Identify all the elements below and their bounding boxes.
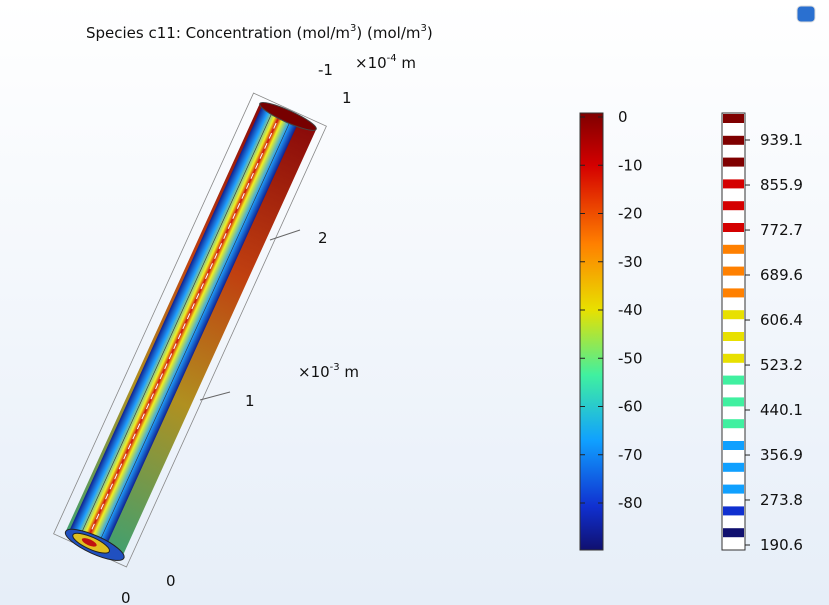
scale-text: m: [340, 363, 359, 381]
axis-scale: ×10-3 m: [298, 362, 359, 381]
colorbar-ticks: 0 -10 -20 -30 -40 -50 -60 -70 -80 939.1 855.9 772.7…: [580, 108, 803, 554]
tick-label: -30: [618, 253, 643, 271]
contour-stripe: [723, 310, 744, 320]
tick-label: 939.1: [760, 131, 803, 149]
contour-stripe: [723, 397, 744, 407]
contour-stripe: [723, 484, 744, 494]
tick-label: -50: [618, 349, 643, 367]
contour-stripe: [723, 441, 744, 450]
axis-tick-label: 2: [318, 229, 328, 247]
axis-tick: [199, 391, 231, 401]
scale-sup: -4: [387, 53, 397, 64]
title-text: Species c11: Concentration (mol/m: [86, 24, 350, 42]
tick-label: 689.6: [760, 266, 803, 284]
axis-tick-label: 0: [166, 572, 176, 590]
contour-stripe: [723, 353, 744, 363]
contour-stripe: [723, 244, 744, 254]
centerline: [86, 112, 282, 542]
contour-stripe: [723, 135, 744, 145]
axis-tick-label: 1: [245, 392, 255, 410]
scale-text: m: [397, 54, 416, 72]
tick-label: 356.9: [760, 446, 803, 464]
title-sup: 3: [421, 23, 427, 34]
tick-label: 606.4: [760, 311, 803, 329]
contour-stripe: [723, 223, 744, 232]
contour-stripe: [723, 332, 744, 341]
contour-stripe: [723, 201, 744, 211]
edge: [78, 109, 274, 538]
title-text: ) (mol/m: [356, 24, 420, 42]
contour-stripe: [723, 506, 744, 516]
contour-stripe: [723, 462, 744, 472]
contour-legend: [721, 112, 746, 551]
tick-label: 273.8: [760, 491, 803, 509]
axis-tick-label: 1: [342, 89, 352, 107]
contour-stripe: [723, 419, 744, 429]
title-sup: 3: [350, 23, 356, 34]
axis-tick-label: 0: [121, 589, 131, 605]
tick-label: 440.1: [760, 401, 803, 419]
edge: [97, 117, 292, 547]
tick-label: -20: [618, 205, 643, 223]
colorbar: [579, 112, 604, 551]
tick-label: 0: [618, 108, 628, 126]
end-cap: [81, 538, 97, 547]
icon[interactable]: [796, 5, 816, 23]
title: Species c11: Concentration (mol/m3) (mol…: [86, 23, 433, 42]
tick-label: -60: [618, 398, 643, 416]
contour-stripe: [723, 266, 744, 276]
title-text: ): [427, 24, 433, 42]
contour-stripe: [723, 114, 744, 123]
axis-scale: ×10-4 m: [355, 53, 416, 72]
tick-label: 523.2: [760, 356, 803, 374]
tick-label: -40: [618, 301, 643, 319]
scale-text: ×10: [355, 54, 387, 72]
tick-label: 855.9: [760, 176, 803, 194]
tick-label: -70: [618, 446, 643, 464]
contour-stripe: [723, 528, 744, 538]
contour-stripe: [723, 179, 744, 189]
scale-sup: -3: [330, 362, 340, 373]
cylinder: [53, 92, 327, 568]
tick-label: 772.7: [760, 221, 803, 239]
contour-stripes: [723, 114, 744, 538]
axis-tick: [269, 229, 301, 241]
contour-stripe: [723, 288, 744, 298]
axis-tick-label: -1: [318, 61, 333, 79]
tick-label: 190.6: [760, 536, 803, 554]
scale-text: ×10: [298, 363, 330, 381]
contour-stripe: [723, 375, 744, 385]
tick-label: -80: [618, 494, 643, 512]
contour-stripe: [723, 157, 744, 167]
top-cap: [259, 101, 317, 131]
tick-label: -10: [618, 156, 643, 174]
